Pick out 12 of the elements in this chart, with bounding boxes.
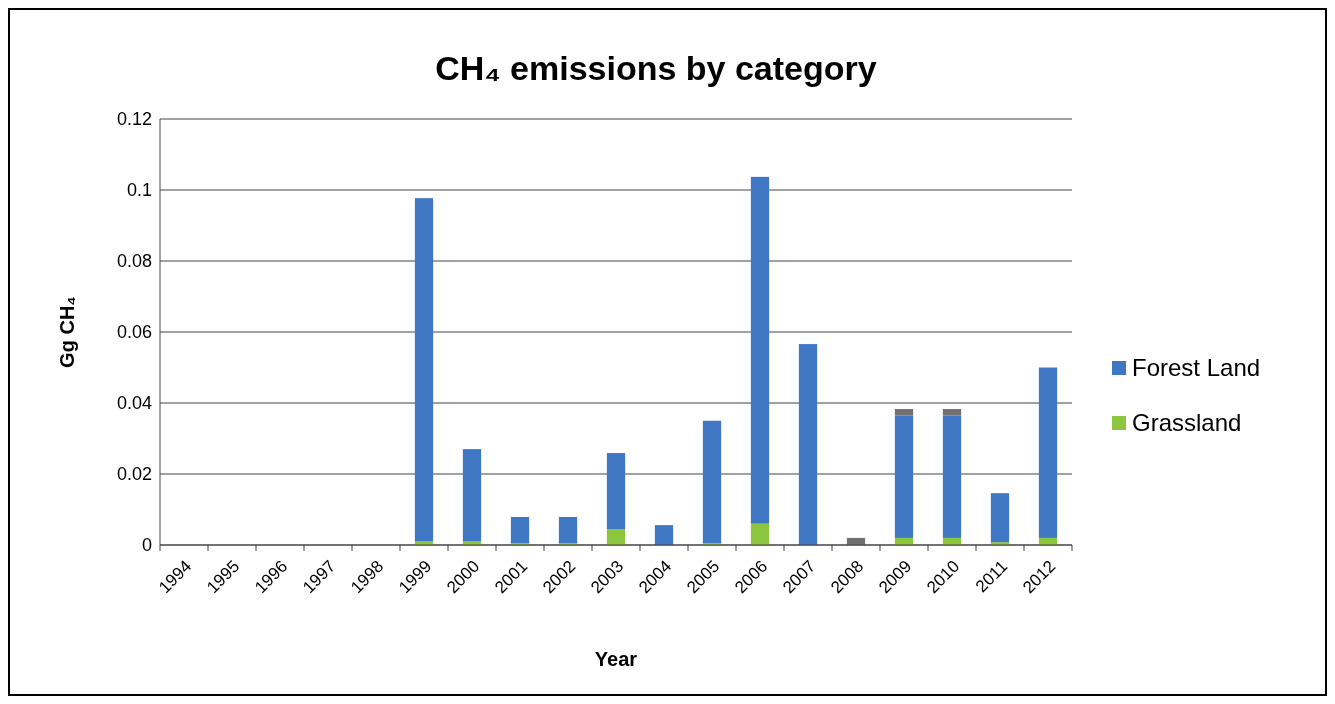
y-tick-label: 0.12: [116, 109, 152, 130]
legend-label: Forest Land: [1132, 354, 1261, 382]
y-tick-label: 0.1: [126, 180, 152, 201]
x-axis-title: Year: [594, 648, 638, 670]
y-tick-label: 0.06: [116, 322, 152, 343]
y-tick-label: 0.02: [116, 464, 152, 485]
y-tick-label: 0: [141, 535, 152, 556]
y-tick-label: 0.08: [116, 251, 152, 272]
chart-title: CH₄ emissions by category: [435, 49, 877, 87]
y-tick-label: 0.04: [116, 393, 152, 414]
legend-label: Grassland: [1132, 409, 1242, 437]
y-axis-title: Gg CH₄: [56, 296, 78, 368]
